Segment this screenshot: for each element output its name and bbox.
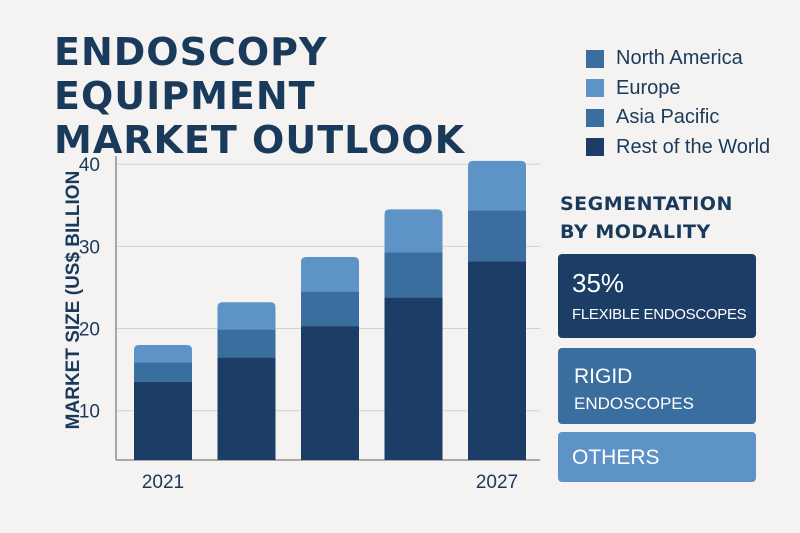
- bar-segment-3-1: [384, 252, 443, 298]
- legend-item-rest-of-world: Rest of the World: [586, 133, 770, 163]
- rigid-endoscopes-card: RIGID ENDOSCOPES: [558, 348, 756, 424]
- title-line-1: ENDOSCOPY EQUIPMENT: [54, 30, 328, 118]
- bar-segment-2-0: [301, 326, 359, 460]
- x-tick-label-2027: 2027: [476, 472, 518, 493]
- legend-swatch-asia-pacific: [586, 108, 604, 127]
- others-card: OTHERS: [558, 432, 756, 482]
- legend-label-europe: Europe: [616, 76, 681, 99]
- legend-label-rest-of-world: Rest of the World: [616, 135, 771, 158]
- rigid-endoscopes-label-line-1: RIGID: [574, 365, 633, 388]
- bar-segment-0-2: [134, 344, 192, 363]
- bar-segment-2-1: [301, 291, 359, 327]
- legend-item-north-america: North America: [586, 44, 770, 74]
- y-tick-label-10: 10: [79, 402, 100, 423]
- bar-segment-1-0: [217, 357, 276, 460]
- bar-segment-3-2: [384, 209, 443, 253]
- flexible-endoscopes-card: 35% FLEXIBLE ENDOSCOPES: [558, 254, 756, 338]
- segmentation-title: SEGMENTATION BY MODALITY: [560, 190, 733, 246]
- legend-swatch-europe: [586, 79, 604, 98]
- chart-legend: North America Europe Asia Pacific Rest o…: [586, 44, 770, 162]
- y-tick-label-30: 30: [79, 237, 100, 258]
- bar-segment-1-1: [217, 329, 276, 358]
- bar-segment-1-2: [217, 302, 276, 330]
- legend-label-asia-pacific: Asia Pacific: [616, 106, 720, 129]
- flexible-endoscopes-label: FLEXIBLE ENDOSCOPES: [572, 306, 747, 323]
- title-line-2: MARKET OUTLOOK: [54, 118, 466, 162]
- rigid-endoscopes-label-line-2: ENDOSCOPES: [574, 394, 694, 413]
- bar-segment-3-0: [384, 297, 443, 460]
- legend-item-asia-pacific: Asia Pacific: [586, 103, 770, 133]
- legend-swatch-rest-of-world: [586, 138, 604, 157]
- bar-segment-4-2: [468, 160, 526, 211]
- y-tick-label-40: 40: [79, 155, 100, 176]
- x-tick-label-2021: 2021: [142, 472, 184, 493]
- others-label: OTHERS: [572, 446, 660, 469]
- segmentation-title-line-1: SEGMENTATION: [560, 193, 733, 215]
- flexible-endoscopes-share: 35%: [572, 268, 625, 298]
- legend-label-north-america: North America: [616, 47, 743, 70]
- bar-segment-4-1: [468, 210, 526, 262]
- segmentation-title-line-2: BY MODALITY: [560, 221, 711, 243]
- bar-segment-2-2: [301, 257, 359, 292]
- bar-segment-0-1: [134, 362, 192, 382]
- page-title: ENDOSCOPY EQUIPMENT MARKET OUTLOOK: [54, 30, 574, 162]
- y-tick-label-20: 20: [79, 320, 100, 341]
- legend-swatch-north-america: [586, 49, 604, 68]
- legend-item-europe: Europe: [586, 74, 770, 104]
- bar-segment-0-0: [134, 381, 192, 460]
- bar-segment-4-0: [468, 261, 526, 460]
